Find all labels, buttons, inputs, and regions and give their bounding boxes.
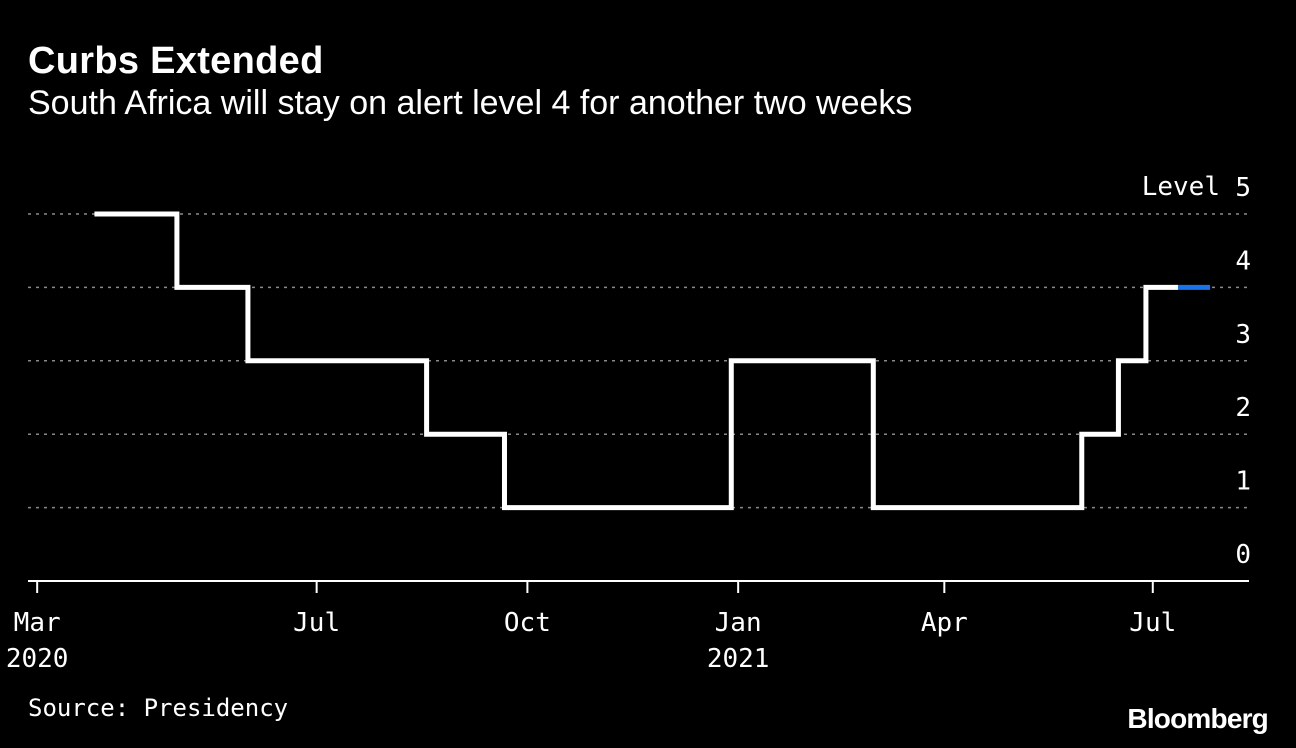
x-axis-ticks: Mar 2020 Jul Oct Jan 2021 Apr Jul (6, 581, 1176, 674)
x-tick-label: Apr (921, 608, 968, 638)
x-tick-year-label: 2021 (707, 644, 770, 674)
y-tick-label: 3 (1235, 320, 1251, 350)
alert-level-line (94, 211, 1178, 511)
y-tick-label: 2 (1235, 393, 1251, 423)
x-tick-year-label: 2020 (6, 644, 69, 674)
x-tick-label: Jan (715, 608, 762, 638)
y-tick-label: 1 (1235, 467, 1251, 497)
bloomberg-logo: Bloomberg (1127, 703, 1268, 734)
gridlines (28, 213, 1249, 509)
x-tick-label: Oct (504, 608, 551, 638)
x-tick-label: Jul (1129, 608, 1176, 638)
y-tick-label: 5 (1235, 173, 1251, 203)
y-tick-label: 4 (1235, 246, 1251, 276)
source-note: Source: Presidency (28, 694, 289, 722)
y-tick-label: 0 (1235, 540, 1251, 570)
y-axis-ticks: 0 1 2 3 4 5 (1235, 173, 1251, 570)
x-tick-label: Jul (293, 608, 340, 638)
series-lines (94, 211, 1211, 511)
y-axis-label: Level (1142, 172, 1220, 202)
chart-subtitle: South Africa will stay on alert level 4 … (28, 84, 913, 122)
x-tick-label: Mar (14, 608, 61, 638)
chart-title: Curbs Extended (28, 40, 324, 82)
